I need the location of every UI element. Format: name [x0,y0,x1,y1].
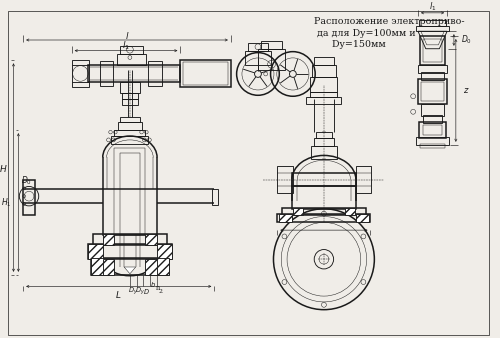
Text: $D_y$: $D_y$ [134,286,144,297]
Text: $D_0$: $D_0$ [22,174,32,187]
Text: $l$: $l$ [125,30,129,41]
Bar [346,208,355,215]
Text: 2: 2 [159,289,163,294]
Bar [423,125,442,135]
Text: Расположение электроприво-
 да для Dy=100мм и
      Dy=150мм: Расположение электроприво- да для Dy=100… [314,17,465,49]
Bar [114,148,146,235]
Bar [248,43,268,51]
Text: $H_1$: $H_1$ [1,197,11,209]
Bar [146,259,157,275]
Bar [418,79,447,104]
Bar [102,189,157,235]
Bar [88,244,102,259]
Bar [293,208,302,215]
Text: $L$: $L$ [115,289,121,300]
Bar [278,214,370,222]
Bar [91,258,106,275]
Bar [261,41,282,49]
Bar [420,144,445,148]
Bar [416,137,449,145]
Bar [102,259,115,275]
Bar [421,104,444,116]
Bar [114,130,146,136]
Bar [292,173,356,187]
Bar [120,117,140,122]
Text: $D_y$: $D_y$ [128,286,138,297]
Bar [310,92,338,97]
Bar [420,36,445,65]
Bar [157,244,172,259]
Bar [88,65,180,82]
Bar [100,61,114,86]
Bar [146,234,157,245]
Bar [23,180,35,215]
Bar [310,77,338,92]
Bar [120,82,140,93]
Bar [72,61,89,87]
Bar [419,122,446,138]
Bar [93,234,167,245]
Bar [419,20,446,26]
Text: $z$: $z$ [462,86,469,95]
Text: n: n [156,284,160,292]
Bar [120,46,144,54]
Bar [154,258,168,275]
Bar [423,39,442,62]
Bar [418,65,447,73]
Bar [316,132,332,138]
Bar [421,72,444,80]
Bar [122,99,138,105]
Bar [280,214,292,222]
Bar [423,115,442,123]
Bar [102,234,115,245]
Bar [184,62,228,84]
Bar [312,146,336,159]
Bar [246,51,270,65]
Bar [292,187,356,209]
Bar [180,61,231,87]
Bar [282,208,366,215]
Text: $b$: $b$ [150,280,156,289]
Bar [120,152,140,235]
Bar [118,122,142,130]
Text: $l_1$: $l_1$ [122,40,130,52]
Bar [278,166,293,193]
Bar [314,138,334,146]
Bar [312,65,336,77]
Bar [416,26,449,31]
Bar [356,166,372,193]
Bar [421,82,444,101]
Text: $D$: $D$ [143,287,150,296]
Bar [112,136,148,144]
Bar [314,57,334,65]
Bar [306,97,342,104]
Bar [88,244,172,259]
Bar [122,93,138,99]
Polygon shape [124,267,136,274]
Bar [148,61,162,86]
Bar [91,258,168,275]
Bar [356,214,368,222]
Text: $D_0$: $D_0$ [460,34,471,46]
Text: $l_1$: $l_1$ [429,1,436,13]
Bar [258,49,285,70]
Bar [212,189,218,205]
Bar [118,54,146,65]
Text: $H$: $H$ [0,163,8,173]
